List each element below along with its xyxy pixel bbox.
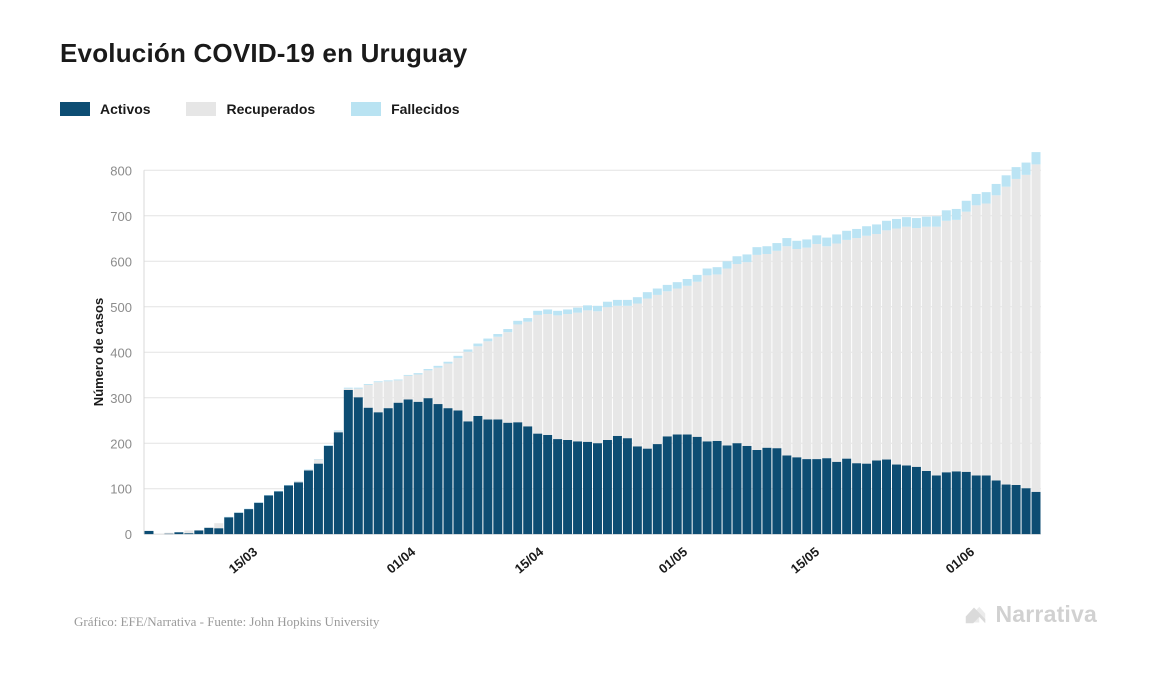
svg-text:200: 200 xyxy=(110,436,132,451)
svg-text:800: 800 xyxy=(110,163,132,178)
svg-text:100: 100 xyxy=(110,482,132,497)
svg-text:700: 700 xyxy=(110,209,132,224)
svg-text:400: 400 xyxy=(110,345,132,360)
svg-text:0: 0 xyxy=(125,527,132,542)
svg-text:600: 600 xyxy=(110,254,132,269)
svg-text:500: 500 xyxy=(110,300,132,315)
svg-text:Número de casos: Número de casos xyxy=(91,298,106,406)
svg-text:300: 300 xyxy=(110,391,132,406)
